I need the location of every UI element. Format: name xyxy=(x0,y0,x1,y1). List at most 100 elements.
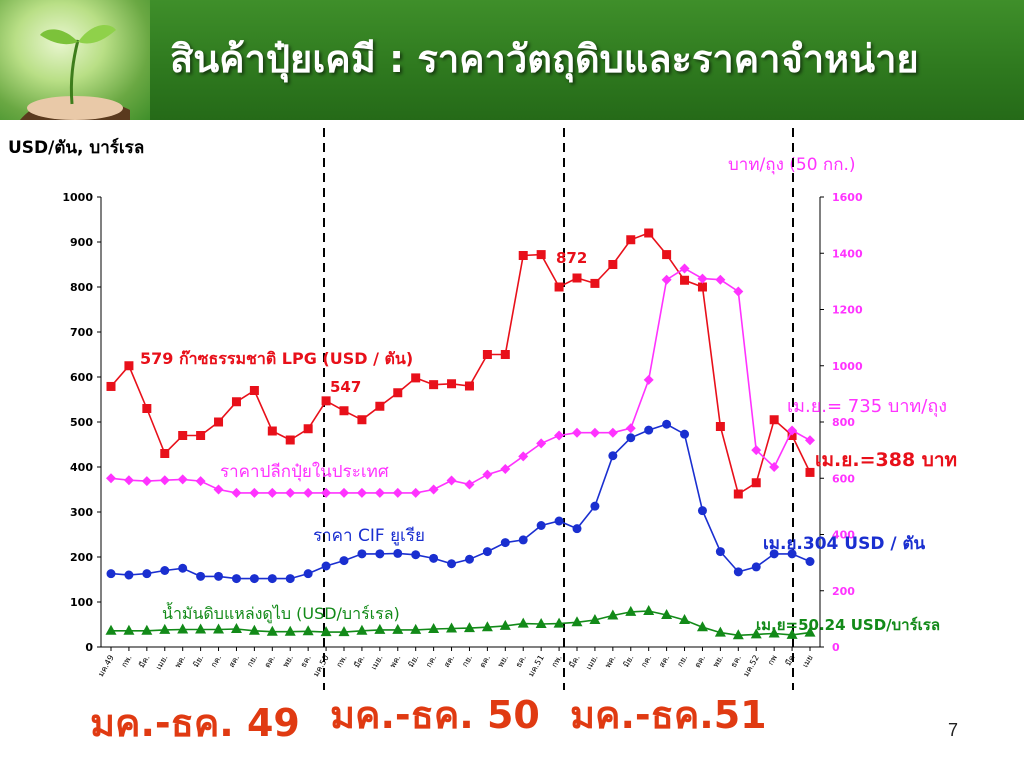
data-point-urea xyxy=(178,563,188,573)
data-point-retail xyxy=(805,435,815,446)
line-chart: 0 100 200 300 400 500 600 700 800 900 1000 0 200 400 6… xyxy=(8,128,957,690)
x-tick-label: พย. xyxy=(711,654,725,669)
data-point-crude xyxy=(123,624,135,635)
data-point-lpg xyxy=(178,431,188,440)
seedling-photo xyxy=(0,0,150,120)
data-point-urea xyxy=(769,549,779,559)
period-label-2549: มค.-ธค. 49 xyxy=(90,701,300,745)
data-point-urea xyxy=(321,561,331,571)
series-layer xyxy=(105,228,816,640)
data-point-retail xyxy=(410,487,421,498)
series-line-urea xyxy=(110,423,811,580)
x-tick-label: มค.49 xyxy=(96,654,115,679)
data-point-crude xyxy=(374,623,386,634)
right-tick-label: 1000 xyxy=(832,360,863,373)
right-tick-label: 1200 xyxy=(832,304,863,317)
data-point-urea xyxy=(680,429,690,439)
data-point-retail xyxy=(661,274,672,285)
data-point-lpg xyxy=(805,467,815,477)
data-point-lpg xyxy=(518,251,528,260)
data-point-crude xyxy=(481,621,493,632)
data-point-urea xyxy=(590,501,600,511)
data-point-crude xyxy=(696,621,708,632)
lpg-series-label: 579 ก๊าซธรรมชาติ LPG (USD / ตัน) xyxy=(140,349,413,368)
x-tick-label: สค. xyxy=(442,654,456,670)
data-point-urea xyxy=(715,547,725,557)
data-point-urea xyxy=(572,524,582,534)
data-point-crude xyxy=(625,605,637,616)
data-point-crude xyxy=(392,623,404,634)
data-point-urea xyxy=(697,506,707,516)
page-number: 7 xyxy=(948,720,959,740)
data-point-lpg xyxy=(769,415,779,425)
x-tick-label: กพ. xyxy=(335,654,349,669)
data-point-crude xyxy=(338,626,350,637)
data-point-crude xyxy=(732,629,744,640)
data-point-crude xyxy=(284,625,296,636)
data-point-lpg xyxy=(644,228,654,238)
x-tick-label: ธค. xyxy=(729,654,743,670)
data-point-retail xyxy=(321,487,332,498)
data-point-lpg xyxy=(357,415,367,425)
left-tick-label: 700 xyxy=(70,326,93,339)
x-tick-label: มค.50 xyxy=(311,654,330,679)
x-tick-label: พค. xyxy=(603,654,617,670)
x-tick-label: มิย. xyxy=(191,654,205,669)
data-point-retail xyxy=(643,374,654,385)
data-point-retail xyxy=(536,438,547,449)
x-tick-label: กค. xyxy=(639,654,653,670)
data-point-crude xyxy=(105,624,117,635)
data-point-retail xyxy=(446,475,457,486)
data-point-urea xyxy=(787,549,797,559)
data-point-retail xyxy=(500,463,511,474)
data-point-crude xyxy=(320,626,332,637)
x-tick-label: กค. xyxy=(209,654,223,670)
x-tick-label: มค.52 xyxy=(741,654,760,679)
data-point-retail xyxy=(751,445,762,456)
data-point-lpg xyxy=(142,404,152,413)
data-point-lpg xyxy=(680,275,690,285)
data-point-retail xyxy=(141,476,152,487)
data-point-lpg xyxy=(590,278,600,288)
left-tick-label: 400 xyxy=(70,461,93,474)
urea-end-label: เม.ย.304 USD / ตัน xyxy=(763,534,926,554)
data-point-retail xyxy=(589,427,600,438)
annotation-layer: 579 ก๊าซธรรมชาติ LPG (USD / ตัน) 547 872 รา… xyxy=(140,249,957,634)
data-point-lpg xyxy=(339,406,349,416)
left-tick-label: 300 xyxy=(70,506,93,519)
period-label-2551: มค.-ธค.51 xyxy=(570,693,767,737)
data-point-urea xyxy=(662,419,672,429)
data-point-urea xyxy=(375,549,385,559)
data-point-retail xyxy=(554,430,565,441)
data-point-lpg xyxy=(375,401,385,411)
data-point-retail xyxy=(518,451,529,462)
data-point-crude xyxy=(356,624,368,635)
data-point-retail xyxy=(733,286,744,297)
retail-series-label: ราคาปลีกปุ๋ยในประเทศ xyxy=(220,461,389,482)
data-point-retail xyxy=(249,487,260,498)
x-tick-label: พค. xyxy=(388,654,402,670)
data-point-urea xyxy=(339,556,349,566)
data-point-lpg xyxy=(500,350,510,359)
x-tick-label: ตค. xyxy=(693,654,707,670)
data-point-retail xyxy=(356,487,367,498)
retail-end-label: เม.ย.= 735 บาท/ถุง xyxy=(787,396,947,417)
x-tick-label: กค. xyxy=(424,654,438,670)
data-point-lpg xyxy=(536,250,546,260)
data-point-urea xyxy=(142,569,152,579)
left-axis-title: USD/ตัน, บาร์เรล xyxy=(8,137,144,158)
data-point-lpg xyxy=(751,478,761,488)
data-point-urea xyxy=(196,571,206,581)
data-point-lpg xyxy=(196,431,206,440)
data-point-lpg xyxy=(267,426,277,436)
data-point-crude xyxy=(302,625,314,636)
lpg-value-547: 547 xyxy=(330,378,361,396)
data-point-urea xyxy=(124,570,134,580)
data-point-crude xyxy=(428,623,440,633)
data-point-retail xyxy=(625,423,636,434)
data-point-crude xyxy=(786,628,798,639)
x-tick-label: พย. xyxy=(281,654,295,669)
left-tick-label: 0 xyxy=(85,641,93,654)
right-tick-label: 600 xyxy=(832,472,855,485)
data-point-lpg xyxy=(464,381,474,391)
